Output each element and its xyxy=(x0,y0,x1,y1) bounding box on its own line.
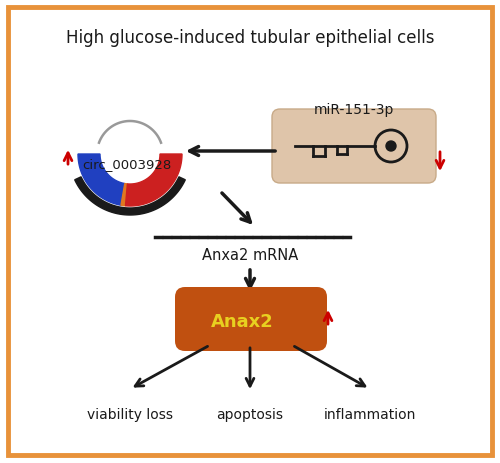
Polygon shape xyxy=(74,177,186,216)
Polygon shape xyxy=(126,155,182,206)
Polygon shape xyxy=(78,155,125,206)
Polygon shape xyxy=(121,184,128,206)
Text: High glucose-induced tubular epithelial cells: High glucose-induced tubular epithelial … xyxy=(66,29,434,47)
Text: Anxa2 mRNA: Anxa2 mRNA xyxy=(202,247,298,262)
Circle shape xyxy=(386,142,396,152)
FancyBboxPatch shape xyxy=(272,110,436,184)
Text: viability loss: viability loss xyxy=(87,407,173,421)
Text: Anax2: Anax2 xyxy=(210,313,274,330)
Text: miR-151-3p: miR-151-3p xyxy=(314,103,394,117)
FancyBboxPatch shape xyxy=(8,8,492,455)
Text: apoptosis: apoptosis xyxy=(216,407,284,421)
Text: circ_0003928: circ_0003928 xyxy=(82,158,172,171)
FancyBboxPatch shape xyxy=(175,288,327,351)
Text: inflammation: inflammation xyxy=(324,407,416,421)
